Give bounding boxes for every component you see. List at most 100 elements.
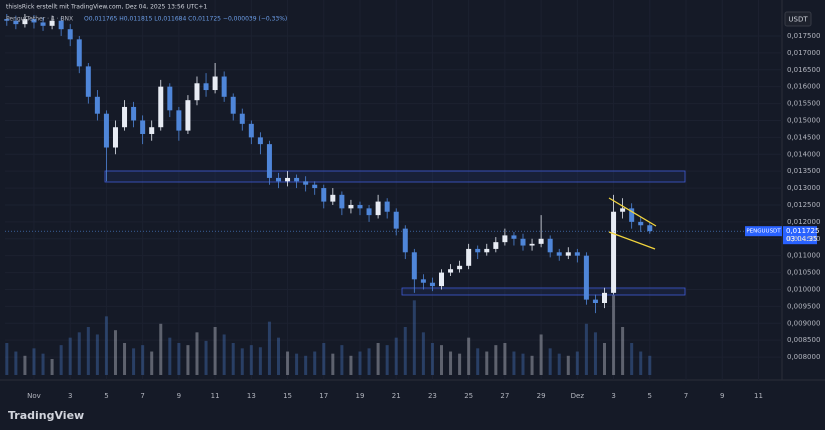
candle-body <box>140 120 146 134</box>
y-tick-label: 0,012500 <box>787 201 820 209</box>
volume-bar <box>150 351 154 375</box>
candles <box>4 13 653 314</box>
candle-body <box>638 221 644 226</box>
x-tick-label: 15 <box>283 392 292 400</box>
candle-body <box>122 106 128 128</box>
candle-body <box>303 181 309 185</box>
countdown: 03:04:35 <box>786 235 817 243</box>
x-tick-label: Nov <box>27 392 41 400</box>
candle-body <box>348 204 354 209</box>
candle-body <box>393 211 399 229</box>
flag-line <box>608 231 656 250</box>
candle-body <box>448 269 454 273</box>
candle-body <box>149 127 155 134</box>
y-tick-label: 0,016500 <box>787 66 820 74</box>
candle-body <box>275 177 281 182</box>
volume-bar <box>141 345 145 375</box>
volume-bar <box>123 343 127 375</box>
candle-body <box>94 96 100 114</box>
candle-body <box>339 194 345 209</box>
x-tick-label: 29 <box>537 392 546 400</box>
volume-bar <box>449 351 453 375</box>
candle-body <box>67 29 73 40</box>
volume-bar <box>412 300 416 375</box>
volume-bar <box>50 359 54 375</box>
candle-body <box>312 184 318 189</box>
candle-body <box>212 76 218 91</box>
volume-bar <box>648 355 652 375</box>
volume-bar <box>521 353 525 375</box>
volume-bar <box>394 337 398 375</box>
candle-body <box>602 292 608 303</box>
flag-line <box>608 197 657 227</box>
x-tick-label: 9 <box>177 392 181 400</box>
candle-body <box>49 20 55 26</box>
volume-bar <box>530 355 534 375</box>
currency-box <box>784 11 812 27</box>
candle-body <box>58 20 64 30</box>
x-tick-label: 17 <box>319 392 328 400</box>
volume-bar <box>503 343 507 375</box>
y-tick-label: 0,011500 <box>787 235 820 243</box>
y-tick-label: 0,017000 <box>787 49 820 57</box>
x-tick-label: 23 <box>428 392 437 400</box>
volume-bar <box>240 348 244 375</box>
ohlc-readout: O0,011765 H0,011815 L0,011684 C0,011725 … <box>84 16 287 23</box>
volume-bar <box>249 345 253 375</box>
y-tick-label: 0,016000 <box>787 83 820 91</box>
candle-body <box>493 242 499 249</box>
candle-body <box>502 235 508 243</box>
volume-bar <box>132 348 136 375</box>
volume-bar <box>376 343 380 375</box>
volume-bar <box>603 343 607 375</box>
candle-body <box>466 248 472 266</box>
y-tick-label: 0,013500 <box>787 167 820 175</box>
candle-body <box>294 177 300 182</box>
symbol-info: Pengu/Tether · 4 · BNX <box>6 16 73 23</box>
candle-body <box>239 113 245 124</box>
volume-bar <box>340 345 344 375</box>
candle-body <box>31 19 37 23</box>
candle-body <box>511 235 517 239</box>
candle-body <box>13 20 19 25</box>
x-tick-label: 25 <box>464 392 473 400</box>
volume-bar <box>593 332 597 375</box>
volume-bar <box>548 348 552 375</box>
candle-body <box>611 211 617 293</box>
volume-bar <box>5 343 9 375</box>
volume-layer <box>5 295 652 375</box>
volume-bar <box>59 345 63 375</box>
candle-body <box>22 19 28 25</box>
volume-bar <box>186 345 190 375</box>
x-tick-label: Dez <box>571 392 585 400</box>
x-tick-label: 27 <box>500 392 509 400</box>
candle-body <box>620 208 626 212</box>
volume-bar <box>286 351 290 375</box>
volume-bar <box>621 327 625 375</box>
candle-body <box>402 228 408 253</box>
y-tick-label: 0,009500 <box>787 302 820 310</box>
volume-bar <box>222 334 226 375</box>
volume-bar <box>421 332 425 375</box>
candle-body <box>221 76 227 97</box>
volume-bar <box>575 351 579 375</box>
volume-bar <box>367 348 371 375</box>
volume-bar <box>358 351 362 375</box>
candle-body <box>103 113 109 148</box>
volume-bar <box>467 337 471 375</box>
candle-body <box>411 252 417 280</box>
y-tick-label: 0,010000 <box>787 285 820 293</box>
y-tick-label: 0,017500 <box>787 32 820 40</box>
volume-bar <box>68 337 72 375</box>
candle-body <box>565 252 571 256</box>
volume-bar <box>159 323 163 375</box>
volume-bar <box>639 351 643 375</box>
x-tick-label: 3 <box>611 392 615 400</box>
y-tick-label: 0,015000 <box>787 116 820 124</box>
candle-body <box>574 252 580 256</box>
volume-bar <box>204 340 208 375</box>
candle-body <box>131 106 137 121</box>
